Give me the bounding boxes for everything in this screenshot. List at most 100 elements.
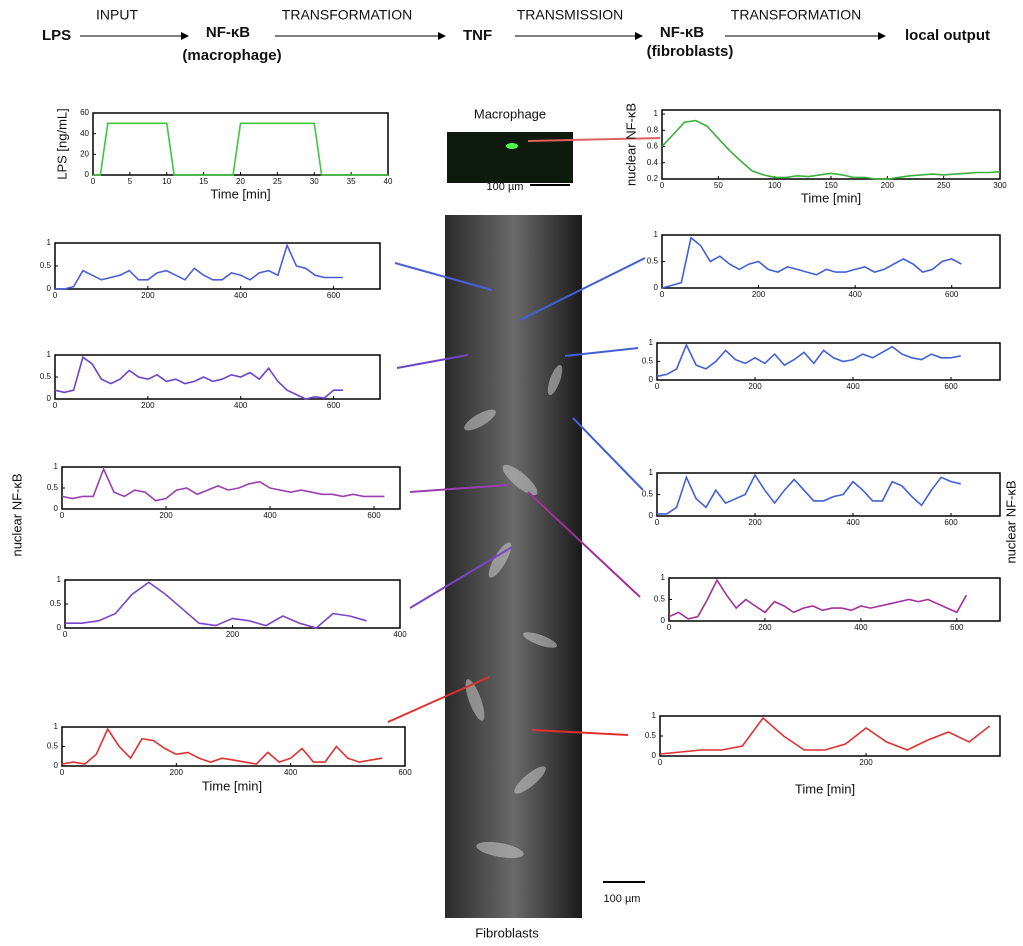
- y-tick-label: 1: [47, 238, 52, 247]
- y-tick-label: 0.5: [40, 372, 52, 381]
- x-tick-label: 200: [752, 290, 766, 299]
- y-tick-label: 0: [654, 283, 659, 292]
- fibroblast-image: [445, 215, 582, 918]
- x-tick-label: 600: [398, 768, 412, 777]
- series-line: [55, 243, 343, 290]
- y-tick-label: 0.2: [647, 174, 659, 183]
- x-tick-label: 20: [236, 177, 245, 186]
- y-tick-label: 0.4: [647, 158, 659, 167]
- plot-frame: [54, 242, 381, 290]
- x-tick-label: 600: [945, 290, 959, 299]
- y-tick-label: 0: [649, 511, 654, 520]
- x-tick-label: 200: [748, 382, 762, 391]
- y-tick-label: 0.5: [47, 742, 59, 751]
- y-tick-label: 60: [80, 108, 89, 117]
- connector: [527, 137, 661, 142]
- flow-node-sub: (fibroblasts): [647, 43, 734, 60]
- y-tick-label: 1: [661, 573, 666, 582]
- x-tick-label: 200: [881, 181, 895, 190]
- cell-texture: [464, 364, 563, 859]
- image-title: Macrophage: [474, 106, 546, 121]
- y-tick-label: 0: [47, 394, 52, 403]
- x-tick-label: 200: [859, 758, 873, 767]
- y-tick-label: 1: [654, 230, 659, 239]
- plot-frame: [64, 579, 401, 629]
- scale-label: 100 µm: [487, 181, 524, 193]
- macrophage-cell: [506, 143, 518, 149]
- x-tick-label: 0: [91, 177, 96, 186]
- x-tick-label: 0: [660, 181, 665, 190]
- y-tick-label: 1: [57, 575, 62, 584]
- plot-frame: [656, 472, 1001, 517]
- y-axis-label: LPS [ng/mL]: [54, 108, 69, 180]
- x-tick-label: 200: [141, 401, 155, 410]
- y-tick-label: 0: [661, 616, 666, 625]
- series-line: [656, 342, 961, 378]
- x-tick-label: 25: [273, 177, 282, 186]
- y-tick-label: 1: [47, 350, 52, 359]
- plot-frame: [661, 234, 1001, 289]
- x-tick-label: 200: [758, 623, 772, 632]
- series-line: [659, 716, 991, 755]
- flow-step: TRANSFORMATION: [731, 7, 861, 23]
- y-tick-label: 0.5: [47, 483, 59, 492]
- series-line: [661, 236, 962, 289]
- x-axis-label: Time [min]: [801, 190, 861, 205]
- x-tick-label: 400: [854, 623, 868, 632]
- x-tick-label: 0: [655, 382, 660, 391]
- x-tick-label: 400: [284, 768, 298, 777]
- x-tick-label: 400: [234, 291, 248, 300]
- y-tick-label: 0.5: [645, 731, 657, 740]
- y-tick-label: 0.5: [647, 257, 659, 266]
- y-tick-label: 0.5: [654, 595, 666, 604]
- y-tick-label: 0: [649, 375, 654, 384]
- x-tick-label: 100: [768, 181, 782, 190]
- flow-step: TRANSFORMATION: [282, 7, 412, 23]
- series-line: [657, 473, 961, 515]
- x-tick-label: 600: [944, 382, 958, 391]
- flow: LPS NF-κB (macrophage) TNF NF-κB (fibrob…: [42, 7, 990, 64]
- y-tick-label: 0: [54, 504, 59, 513]
- y-tick-label: 0: [47, 284, 52, 293]
- flow-node: NF-κB: [660, 24, 704, 41]
- flow-node: local output: [905, 27, 990, 44]
- series-line: [54, 355, 343, 400]
- x-tick-label: 0: [53, 291, 58, 300]
- y-tick-label: 0.8: [647, 125, 659, 134]
- y-tick-label: 0.5: [642, 490, 654, 499]
- series-line: [65, 581, 367, 629]
- y-tick-label: 20: [80, 149, 89, 158]
- x-tick-label: 400: [846, 382, 860, 391]
- y-tick-label: 0.5: [50, 599, 62, 608]
- image-title: Fibroblasts: [475, 925, 539, 940]
- x-axis-label: Time [min]: [202, 778, 262, 793]
- y-tick-label: 1: [649, 468, 654, 477]
- y-tick-label: 1: [54, 722, 59, 731]
- plot-frame: [668, 577, 1001, 622]
- x-tick-label: 400: [263, 511, 277, 520]
- x-tick-label: 0: [60, 511, 65, 520]
- x-axis-label: Time [min]: [210, 186, 270, 201]
- y-tick-label: 0: [85, 170, 90, 179]
- x-tick-label: 250: [937, 181, 951, 190]
- connectors: [387, 257, 646, 736]
- flow-node: NF-κB: [206, 24, 250, 41]
- x-tick-label: 200: [141, 291, 155, 300]
- y-tick-label: 1: [54, 462, 59, 471]
- flow-node-sub: (macrophage): [182, 47, 281, 64]
- y-tick-label: 0.6: [647, 142, 659, 151]
- y-tick-label: 40: [80, 129, 89, 138]
- x-tick-label: 10: [162, 177, 171, 186]
- flow-node: TNF: [463, 27, 492, 44]
- y-tick-label: 1: [652, 711, 657, 720]
- x-tick-label: 400: [846, 518, 860, 527]
- x-tick-label: 35: [347, 177, 356, 186]
- x-tick-label: 0: [655, 518, 660, 527]
- flow-node: LPS: [42, 27, 71, 44]
- x-tick-label: 5: [128, 177, 133, 186]
- x-tick-label: 50: [714, 181, 723, 190]
- y-tick-label: 0: [652, 751, 657, 760]
- x-tick-label: 0: [63, 630, 68, 639]
- series-line: [668, 578, 968, 620]
